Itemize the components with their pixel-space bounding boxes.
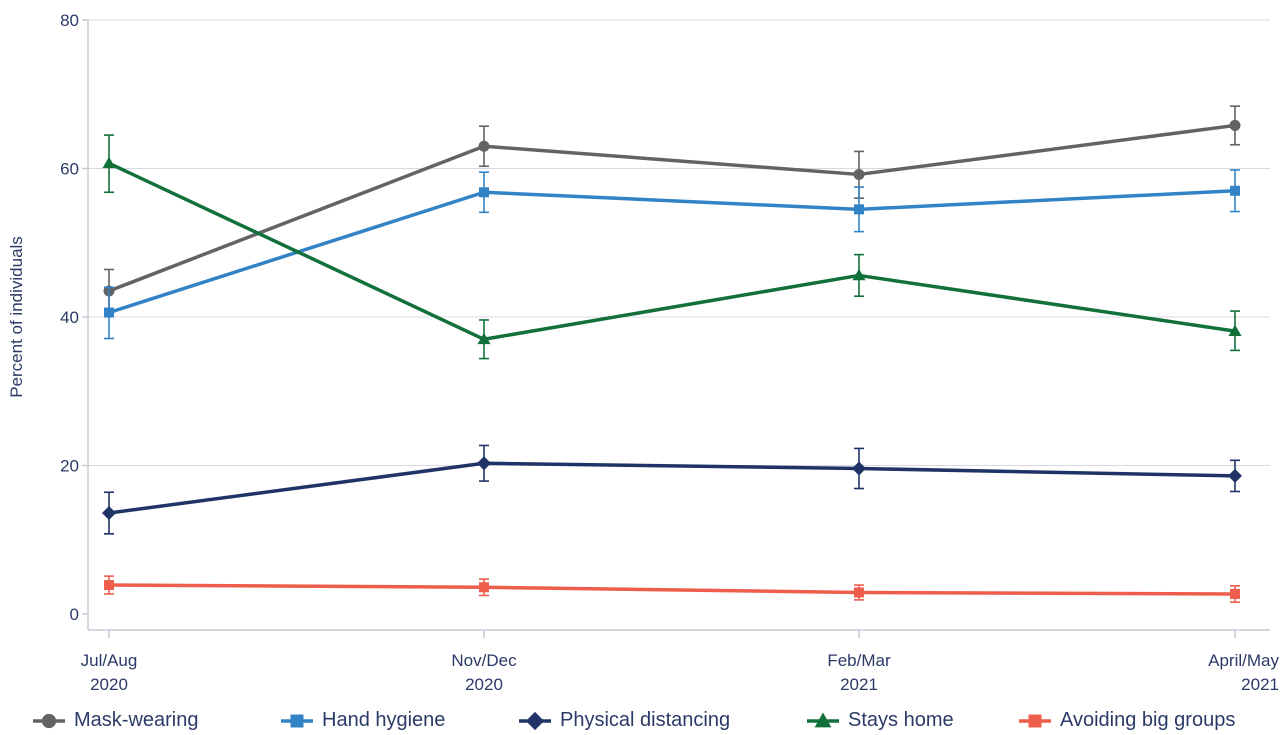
legend-marker	[525, 711, 545, 730]
data-point	[1230, 588, 1240, 599]
series-hand-hygiene	[104, 169, 1240, 340]
x-tick-label-year: 2020	[90, 675, 128, 694]
legend-marker	[814, 712, 832, 727]
data-point	[102, 156, 116, 169]
y-tick-label: 60	[60, 160, 79, 179]
data-point	[854, 587, 864, 598]
data-point	[1229, 119, 1241, 131]
axes	[82, 19, 1270, 638]
y-tick-label: 80	[60, 11, 79, 30]
legend-item: Stays home	[806, 706, 954, 735]
data-point	[477, 456, 491, 471]
line-chart: 0 20 40 60 80 Jul/Aug 2020 Nov/Dec 2020 Feb/Mar 2…	[7, 11, 1280, 694]
legend-swatch	[1019, 714, 1051, 727]
series-physical-distancing	[102, 444, 1242, 535]
legend-label: Hand hygiene	[322, 709, 446, 731]
data-point	[852, 268, 866, 281]
x-tick-label: April/May	[1208, 651, 1279, 670]
data-point	[1230, 185, 1240, 196]
legend-label: Stays home	[848, 709, 954, 731]
grid-lines	[88, 19, 1270, 466]
data-point	[104, 580, 114, 591]
x-tick-label-year: 2021	[840, 675, 878, 694]
legend-item: Hand hygiene	[280, 706, 445, 735]
series-stays-home	[102, 134, 1242, 360]
legend-marker	[41, 713, 57, 728]
data-point	[104, 307, 114, 318]
x-tick-label: Jul/Aug	[81, 651, 138, 670]
legend-item: Mask-wearing	[32, 706, 198, 735]
series-mask-wearing	[103, 105, 1241, 313]
series-layer	[102, 105, 1242, 603]
data-point	[1228, 324, 1242, 336]
legend-marker	[290, 714, 304, 727]
series-line	[108, 161, 1236, 342]
legend-swatch	[33, 713, 65, 728]
data-point	[102, 506, 116, 521]
data-point	[854, 204, 864, 215]
series-line	[108, 123, 1236, 293]
x-tick-label: Nov/Dec	[451, 651, 517, 670]
x-tick-label-year: 2021	[1241, 675, 1279, 694]
y-tick-label: 0	[70, 605, 79, 624]
x-tick-label: Feb/Mar	[827, 651, 891, 670]
legend-label: Mask-wearing	[74, 709, 199, 731]
y-tick-labels: 0 20 40 60 80	[60, 11, 79, 624]
data-point	[479, 582, 489, 593]
x-tick-labels: Jul/Aug 2020 Nov/Dec 2020 Feb/Mar 2021 April/M…	[81, 651, 1280, 694]
y-axis-title: Percent of individuals	[7, 236, 26, 398]
legend-item: Physical distancing	[518, 706, 730, 735]
data-point	[1228, 468, 1242, 483]
x-tick-label-year: 2020	[465, 675, 503, 694]
legend-marker	[1028, 714, 1042, 727]
legend-swatch	[807, 712, 839, 727]
legend: Mask-wearing Hand hygiene Physical distanc…	[0, 706, 1288, 735]
series-line	[108, 461, 1236, 515]
series-line	[108, 189, 1236, 315]
data-point	[853, 168, 865, 180]
data-point	[479, 187, 489, 198]
legend-swatch	[519, 711, 551, 730]
y-tick-label: 20	[60, 457, 79, 476]
series-avoiding-big-groups	[104, 575, 1240, 603]
legend-label: Avoiding big groups	[1060, 709, 1236, 731]
data-point	[852, 461, 866, 476]
legend-label: Physical distancing	[560, 709, 731, 731]
series-line	[108, 583, 1236, 596]
y-tick-label: 40	[60, 308, 79, 327]
legend-item: Avoiding big groups	[1018, 706, 1235, 735]
data-point	[478, 140, 490, 152]
legend-swatch	[281, 714, 313, 727]
data-point	[477, 332, 491, 345]
